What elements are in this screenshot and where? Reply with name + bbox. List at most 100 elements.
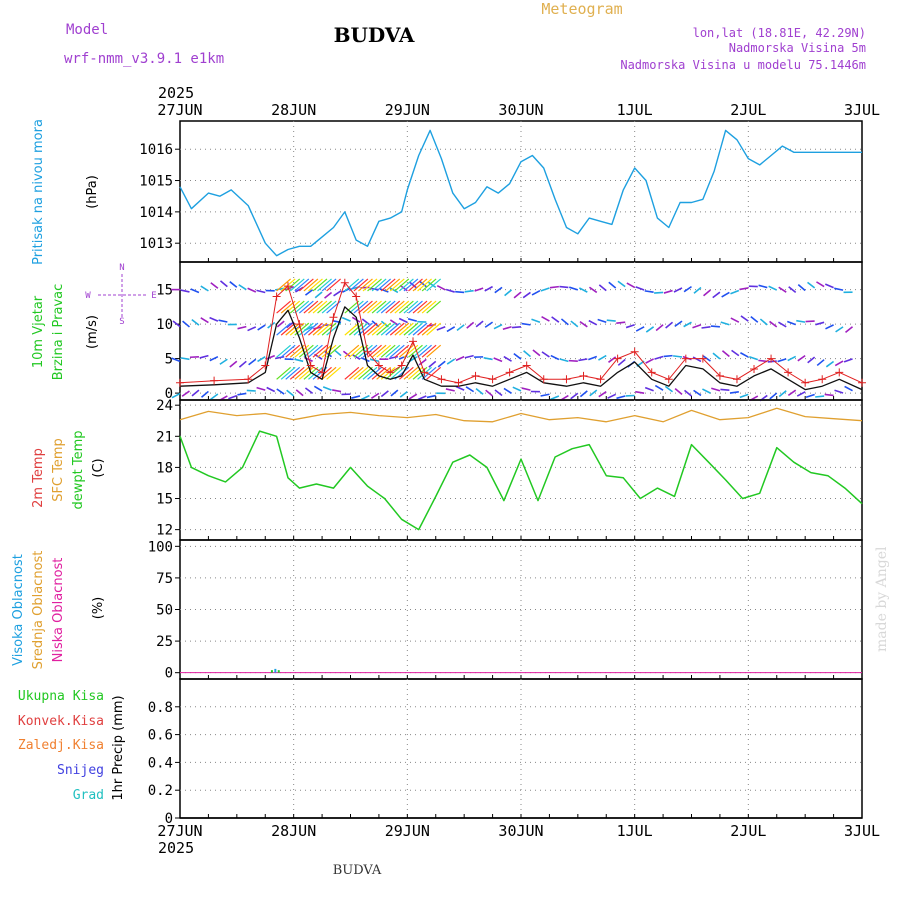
wind-arrow bbox=[778, 321, 787, 328]
wind-arrow bbox=[683, 285, 692, 293]
wind-barb bbox=[285, 366, 301, 380]
wind-barb bbox=[385, 300, 401, 314]
wind-gust-marker bbox=[374, 361, 383, 370]
wind-arrow bbox=[759, 318, 768, 326]
wind-arrow bbox=[692, 356, 702, 363]
wind-barb bbox=[303, 300, 319, 314]
wind-side-label-2: Brzina i Pravac bbox=[51, 284, 66, 381]
wind-gust-marker bbox=[715, 371, 724, 380]
wind-arrow bbox=[257, 324, 266, 331]
wind-arrow bbox=[370, 392, 380, 399]
wind-barb bbox=[403, 300, 419, 314]
wind-gust-marker bbox=[210, 376, 219, 385]
wind-arrow bbox=[503, 387, 512, 394]
clouds-panel: Visoka Oblacnost Srednja Oblacnost Niska… bbox=[11, 539, 863, 682]
wind-arrow bbox=[465, 386, 475, 393]
wind-arrow bbox=[721, 350, 730, 358]
x-tick-top-label: 30JUN bbox=[498, 101, 543, 119]
model-label: Model bbox=[66, 22, 108, 38]
wind-arrow bbox=[266, 354, 276, 360]
wind-arrow bbox=[191, 318, 200, 326]
wind-gust-marker bbox=[454, 378, 463, 387]
wind-gust-marker bbox=[767, 354, 776, 363]
cloud-bar bbox=[277, 670, 280, 673]
wind-arrow bbox=[210, 282, 219, 289]
wind-barb bbox=[289, 322, 305, 336]
wind-gust-marker bbox=[630, 347, 639, 356]
wind-barb bbox=[417, 344, 432, 358]
wind-barb bbox=[412, 322, 428, 336]
wind-gust-marker bbox=[409, 337, 418, 346]
wind-arrow bbox=[588, 355, 598, 361]
elevation-label: Nadmorska Visina 5m bbox=[729, 41, 866, 55]
wind-arrow bbox=[835, 326, 844, 333]
wind-arrow bbox=[720, 321, 730, 326]
wind-arrow bbox=[379, 288, 389, 293]
wind-barb bbox=[367, 322, 382, 336]
wind-arrow bbox=[598, 354, 607, 361]
wind-arrow bbox=[625, 323, 635, 329]
wind-arrow bbox=[341, 316, 351, 322]
wind-arrow bbox=[295, 389, 304, 397]
wind-barb bbox=[376, 322, 392, 336]
wind-arrow bbox=[523, 350, 531, 358]
wind-arrow bbox=[504, 289, 513, 297]
wind-barb bbox=[280, 366, 296, 380]
wind-barb bbox=[312, 322, 328, 336]
wind-arrow bbox=[768, 285, 778, 291]
x-tick-bottom-label: 3JUL bbox=[844, 822, 880, 840]
meteogram-label: Meteogram bbox=[541, 0, 622, 18]
precip-y-label: 1hr Precip (mm) bbox=[111, 695, 126, 800]
wind-barb bbox=[353, 344, 369, 358]
wind-arrow bbox=[540, 287, 550, 292]
wind-gust-marker bbox=[295, 320, 304, 329]
wind-arrow bbox=[200, 285, 209, 292]
wind-arrow bbox=[739, 393, 749, 399]
pressure-side-label: Pritisak na nivou mora bbox=[31, 119, 46, 265]
y-tick-label: 15 bbox=[156, 283, 173, 299]
wind-arrow bbox=[427, 281, 437, 289]
wind-gust-marker bbox=[471, 371, 480, 380]
y-tick-label: 50 bbox=[156, 603, 173, 619]
wind-arrow bbox=[172, 320, 181, 328]
x-axis-top: 27JUN 28JUN 29JUN 30JUN 1JUL 2JUL 3JUL bbox=[157, 101, 880, 119]
wind-barb bbox=[380, 322, 396, 336]
wind-barb bbox=[403, 278, 419, 292]
wind-arrow bbox=[635, 390, 645, 394]
wind-arrow bbox=[324, 350, 333, 358]
wind-arrow bbox=[417, 395, 427, 401]
y-tick-label: 100 bbox=[148, 539, 173, 555]
wind-barb bbox=[380, 344, 396, 358]
wind-arrow bbox=[654, 291, 664, 294]
wind-gust-marker bbox=[329, 313, 338, 322]
wind-arrow bbox=[616, 321, 626, 325]
wind-arrow bbox=[834, 360, 844, 367]
wind-barb bbox=[321, 278, 337, 292]
x-tick-bottom-label: 29JUN bbox=[385, 822, 430, 840]
wind-arrow bbox=[200, 317, 209, 324]
wind-arrow bbox=[608, 356, 617, 363]
wind-barb bbox=[321, 300, 337, 314]
wind-arrow bbox=[616, 395, 626, 400]
wind-gust-marker bbox=[784, 368, 793, 377]
wind-arrow bbox=[739, 287, 749, 291]
footer-station: BUDVA bbox=[333, 863, 382, 878]
wind-arrow bbox=[200, 390, 209, 398]
wind-arrow bbox=[570, 392, 579, 400]
wind-arrow bbox=[409, 281, 418, 289]
compass-east: E bbox=[151, 291, 156, 301]
wind-arrow bbox=[248, 358, 257, 366]
wind-barb bbox=[312, 278, 328, 292]
wind-arrow bbox=[693, 389, 702, 397]
wind-arrow bbox=[702, 388, 711, 394]
wind-barb bbox=[389, 322, 405, 336]
wind-arrow bbox=[664, 385, 674, 393]
wind-arrow bbox=[843, 358, 853, 363]
y-tick-label: 0.4 bbox=[148, 755, 173, 771]
wind-barb bbox=[344, 278, 360, 292]
wind-arrow bbox=[266, 386, 276, 393]
wind-arrow bbox=[493, 323, 503, 330]
wind-barb bbox=[344, 300, 360, 314]
wind-arrow bbox=[598, 284, 607, 292]
wind-arrow bbox=[607, 393, 617, 399]
